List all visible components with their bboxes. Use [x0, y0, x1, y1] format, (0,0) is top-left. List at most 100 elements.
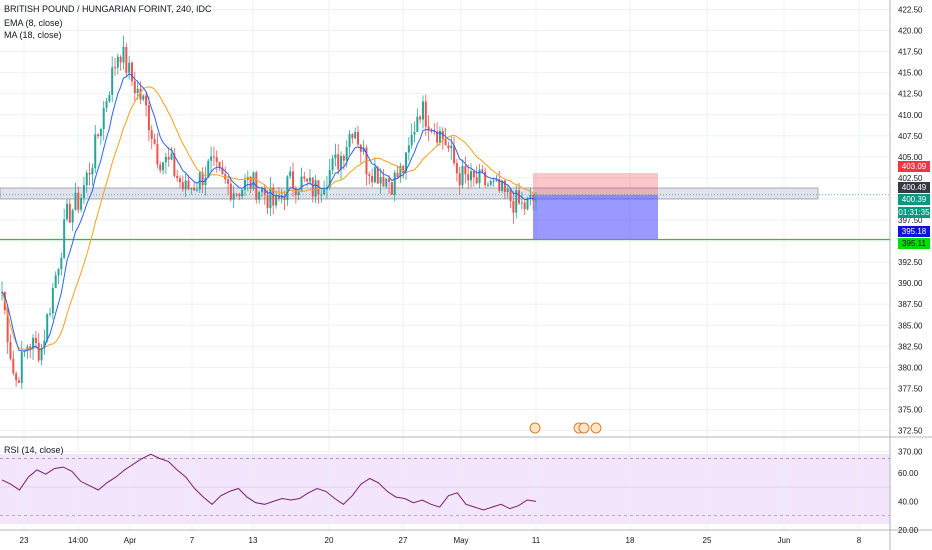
candle-body	[116, 56, 119, 68]
candle-body	[461, 165, 464, 186]
price-axis-label: 392.50	[898, 258, 923, 267]
candle-body	[269, 187, 272, 209]
candle-body	[74, 192, 77, 211]
candle-body	[297, 191, 300, 195]
candle-body	[481, 169, 484, 172]
candle-body	[29, 346, 32, 350]
candle-body	[195, 189, 198, 191]
ma-legend[interactable]: MA (18, close)	[4, 30, 62, 40]
candle-body	[128, 62, 131, 73]
candle-body	[388, 178, 391, 183]
candle-body	[393, 172, 396, 195]
candle-body	[354, 131, 357, 139]
symbol-title[interactable]: BRITISH POUND / HUNGARIAN FORINT, 240, I…	[4, 4, 212, 14]
candle-body	[15, 373, 18, 381]
candle-body	[6, 310, 9, 343]
time-axis-label: 25	[703, 536, 712, 545]
candle-body	[520, 202, 523, 204]
rsi-legend[interactable]: RSI (14, close)	[4, 445, 64, 455]
candle-body	[164, 156, 167, 163]
time-axis-label: Jun	[778, 536, 791, 545]
candle-body	[515, 190, 518, 213]
candle-body	[82, 185, 85, 199]
last-price-tag: 400.49	[898, 182, 930, 193]
candle-body	[532, 194, 535, 201]
candle-body	[150, 130, 153, 139]
candle-body	[125, 46, 128, 73]
time-axis-label: May	[453, 536, 468, 545]
candle-body	[80, 198, 83, 210]
candle-body	[433, 131, 436, 133]
candle-body	[108, 94, 111, 102]
stop-price-tag: 395.18	[898, 226, 930, 237]
candle-body	[207, 160, 210, 178]
candle-body	[294, 188, 297, 195]
candle-body	[88, 172, 91, 175]
candle-body	[362, 147, 365, 152]
candle-body	[311, 177, 314, 197]
candle-body	[46, 314, 49, 341]
candle-body	[458, 173, 461, 186]
candle-body	[453, 145, 456, 164]
candle-body	[23, 350, 26, 353]
candle-body	[153, 138, 156, 144]
candle-body	[9, 342, 12, 359]
candle-body	[85, 172, 88, 186]
candle-body	[71, 210, 74, 223]
rsi-band-fill	[0, 454, 890, 524]
candle-body	[51, 287, 54, 314]
candle-body	[176, 175, 179, 179]
candle-body	[478, 169, 481, 184]
candle-body	[390, 182, 393, 195]
candle-body	[300, 176, 303, 192]
price-axis-label: 375.00	[898, 405, 923, 414]
candle-body	[289, 171, 292, 177]
candle-body	[212, 156, 215, 158]
candle-body	[275, 196, 278, 206]
candle-body	[320, 194, 323, 196]
candle-body	[523, 202, 526, 210]
candle-body	[167, 156, 170, 160]
candle-body	[159, 164, 162, 171]
candle-body	[472, 171, 475, 178]
candle-body	[399, 165, 402, 178]
price-axis-label: 380.00	[898, 363, 923, 372]
candle-body	[241, 189, 244, 197]
candle-body	[382, 176, 385, 187]
price-axis-label: 397.50	[898, 216, 923, 225]
candle-body	[139, 88, 142, 100]
time-axis-label: 7	[190, 536, 195, 545]
candle-body	[145, 95, 148, 106]
time-axis-label: 13	[249, 536, 258, 545]
rsi-axis-label: 60.00	[898, 469, 919, 478]
ema-legend[interactable]: EMA (8, close)	[4, 18, 63, 28]
candle-body	[495, 179, 498, 181]
candle-body	[68, 203, 71, 223]
candle-body	[34, 337, 37, 343]
time-axis-label: 27	[399, 536, 408, 545]
candle-body	[17, 380, 20, 383]
candle-body	[60, 257, 63, 270]
candle-body	[263, 187, 266, 196]
candle-body	[447, 145, 450, 149]
candle-body	[342, 155, 345, 161]
candle-body	[43, 340, 46, 349]
candle-body	[303, 176, 306, 179]
price-axis-label: 422.50	[898, 6, 923, 15]
price-axis-label: 412.50	[898, 90, 923, 99]
candle-body	[114, 67, 117, 69]
candle-body	[351, 134, 354, 139]
time-axis-label: 11	[532, 536, 541, 545]
candle-body	[416, 116, 419, 132]
candle-body	[486, 184, 489, 186]
candle-body	[484, 171, 487, 186]
candle-body	[464, 165, 467, 175]
candle-body	[147, 105, 150, 131]
candle-body	[258, 192, 261, 200]
time-axis-label: 20	[325, 536, 334, 545]
price-pane	[0, 0, 890, 437]
candle-body	[266, 195, 269, 209]
candle-body	[63, 219, 66, 258]
price-axis-label: 420.00	[898, 27, 923, 36]
